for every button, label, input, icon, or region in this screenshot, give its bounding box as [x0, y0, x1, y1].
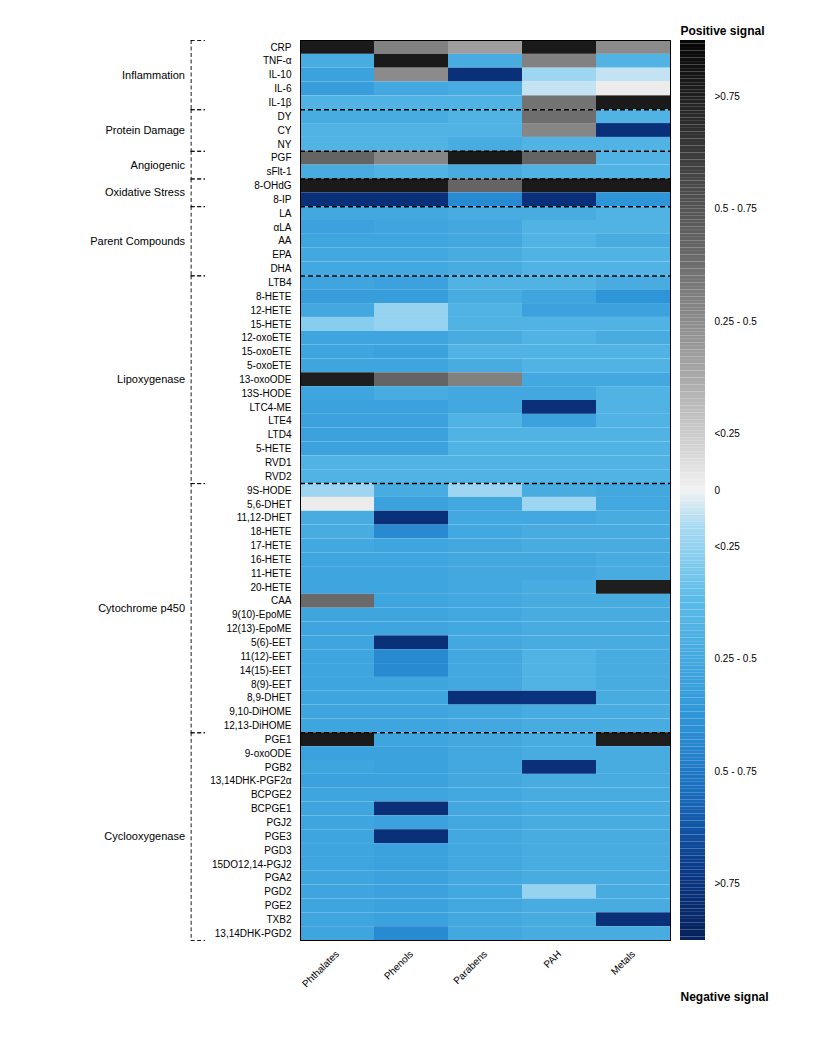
svg-text:TNF-α: TNF-α: [263, 55, 292, 66]
svg-text:Phthalates: Phthalates: [300, 948, 341, 989]
svg-text:9(10)-EpoME: 9(10)-EpoME: [232, 609, 292, 620]
svg-text:9-oxoODE: 9-oxoODE: [245, 748, 292, 759]
svg-text:Parent Compounds: Parent Compounds: [90, 235, 185, 247]
svg-text:CAA: CAA: [271, 595, 292, 606]
svg-text:14(15)-EET: 14(15)-EET: [240, 665, 292, 676]
svg-text:9S-HODE: 9S-HODE: [247, 485, 292, 496]
svg-text:Lipoxygenase: Lipoxygenase: [117, 373, 185, 385]
svg-text:8,9-DHET: 8,9-DHET: [247, 692, 291, 703]
svg-text:PGE2: PGE2: [265, 900, 292, 911]
svg-text:RVD1: RVD1: [265, 457, 292, 468]
svg-text:LTC4-ME: LTC4-ME: [249, 402, 291, 413]
svg-text:11(12)-EET: 11(12)-EET: [241, 651, 292, 662]
svg-text:EPA: EPA: [272, 249, 292, 260]
svg-text:TXB2: TXB2: [266, 914, 291, 925]
svg-text:0: 0: [715, 485, 721, 496]
svg-text:Angiogenic: Angiogenic: [131, 159, 186, 171]
svg-text:<0.25: <0.25: [715, 428, 741, 439]
svg-text:17-HETE: 17-HETE: [250, 540, 291, 551]
svg-text:αLA: αLA: [273, 222, 291, 233]
svg-text:LTD4: LTD4: [268, 429, 292, 440]
svg-text:Inflammation: Inflammation: [122, 69, 185, 81]
svg-text:5(6)-EET: 5(6)-EET: [251, 637, 292, 648]
svg-text:PGE3: PGE3: [265, 831, 292, 842]
svg-text:Negative signal: Negative signal: [681, 990, 769, 1004]
svg-text:13,14DHK-PGD2: 13,14DHK-PGD2: [215, 928, 292, 939]
svg-text:LA: LA: [279, 208, 292, 219]
svg-text:0.25 - 0.5: 0.25 - 0.5: [715, 653, 758, 664]
svg-text:BCPGE2: BCPGE2: [251, 789, 292, 800]
svg-text:PGE1: PGE1: [265, 734, 292, 745]
svg-text:AA: AA: [278, 235, 292, 246]
svg-text:PGD3: PGD3: [264, 845, 292, 856]
svg-text:11-HETE: 11-HETE: [251, 568, 292, 579]
svg-text:8-IP: 8-IP: [273, 194, 292, 205]
svg-text:15DO12,14-PGJ2: 15DO12,14-PGJ2: [212, 859, 292, 870]
svg-text:15-HETE: 15-HETE: [250, 319, 291, 330]
svg-text:Metals: Metals: [609, 948, 638, 977]
svg-text:PGA2: PGA2: [265, 872, 292, 883]
svg-text:13-oxoODE: 13-oxoODE: [239, 374, 292, 385]
svg-text:18-HETE: 18-HETE: [250, 526, 291, 537]
svg-text:Positive signal: Positive signal: [681, 24, 765, 38]
svg-text:8(9)-EET: 8(9)-EET: [251, 679, 292, 690]
svg-text:5,6-DHET: 5,6-DHET: [247, 499, 291, 510]
svg-text:13,14DHK-PGF2α: 13,14DHK-PGF2α: [210, 775, 292, 786]
svg-text:8-OHdG: 8-OHdG: [254, 180, 291, 191]
svg-text:Protein Damage: Protein Damage: [106, 124, 186, 136]
svg-text:DY: DY: [278, 111, 292, 122]
svg-text:Cyclooxygenase: Cyclooxygenase: [104, 830, 185, 842]
svg-text:>0.75: >0.75: [715, 878, 741, 889]
svg-text:Cytochrome p450: Cytochrome p450: [98, 602, 185, 614]
svg-text:0.5 - 0.75: 0.5 - 0.75: [715, 203, 758, 214]
svg-text:12-HETE: 12-HETE: [250, 305, 291, 316]
svg-text:0.25 - 0.5: 0.25 - 0.5: [715, 316, 758, 327]
svg-text:DHA: DHA: [270, 263, 291, 274]
svg-text:PGF: PGF: [271, 152, 292, 163]
svg-text:PGJ2: PGJ2: [266, 817, 291, 828]
svg-text:5-oxoETE: 5-oxoETE: [247, 360, 292, 371]
svg-text:IL-10: IL-10: [269, 69, 292, 80]
svg-text:12(13)-EpoME: 12(13)-EpoME: [226, 623, 291, 634]
svg-text:BCPGE1: BCPGE1: [251, 803, 292, 814]
svg-text:16-HETE: 16-HETE: [250, 554, 291, 565]
svg-text:RVD2: RVD2: [265, 471, 292, 482]
svg-text:NY: NY: [278, 139, 292, 150]
svg-text:9,10-DiHOME: 9,10-DiHOME: [229, 706, 292, 717]
svg-text:5-HETE: 5-HETE: [256, 443, 292, 454]
svg-text:IL-6: IL-6: [274, 83, 292, 94]
svg-text:13S-HODE: 13S-HODE: [241, 388, 291, 399]
svg-text:12-oxoETE: 12-oxoETE: [241, 332, 291, 343]
svg-text:15-oxoETE: 15-oxoETE: [241, 346, 291, 357]
svg-text:LTB4: LTB4: [268, 277, 292, 288]
svg-text:20-HETE: 20-HETE: [250, 582, 291, 593]
svg-text:<0.25: <0.25: [715, 541, 741, 552]
svg-text:IL-1β: IL-1β: [269, 97, 292, 108]
svg-text:Oxidative Stress: Oxidative Stress: [105, 186, 186, 198]
svg-text:Parabens: Parabens: [451, 948, 489, 986]
svg-text:CY: CY: [278, 125, 292, 136]
svg-text:PGB2: PGB2: [265, 762, 292, 773]
svg-text:sFlt-1: sFlt-1: [267, 166, 292, 177]
svg-text:PAH: PAH: [541, 948, 563, 970]
svg-text:Phenols: Phenols: [382, 948, 415, 981]
svg-text:CRP: CRP: [270, 42, 291, 53]
svg-text:PGD2: PGD2: [264, 886, 292, 897]
svg-text:8-HETE: 8-HETE: [256, 291, 292, 302]
svg-text:LTE4: LTE4: [268, 415, 292, 426]
svg-text:0.5 - 0.75: 0.5 - 0.75: [715, 766, 758, 777]
svg-text:12,13-DiHOME: 12,13-DiHOME: [224, 720, 292, 731]
svg-text:>0.75: >0.75: [715, 91, 741, 102]
svg-text:11,12-DHET: 11,12-DHET: [237, 512, 292, 523]
